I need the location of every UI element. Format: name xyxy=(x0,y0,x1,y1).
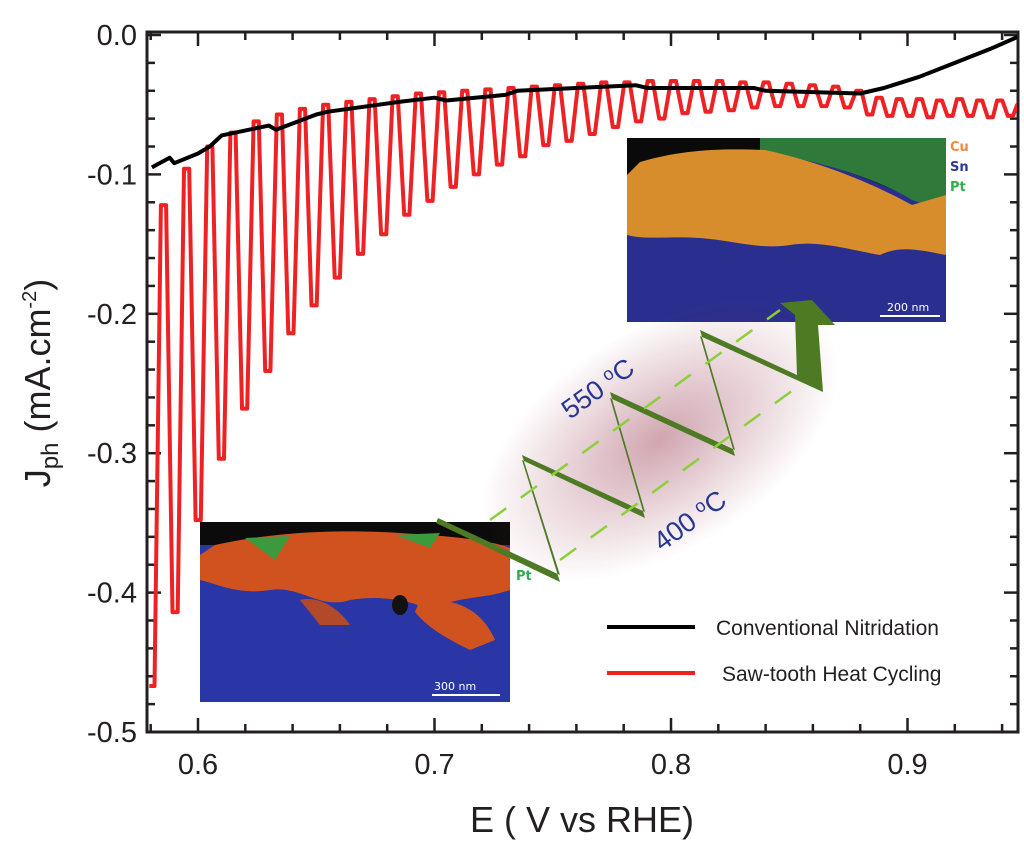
inset-label-sn: Sn xyxy=(950,160,969,175)
y-axis-title: Jph (mA.cm-2) xyxy=(17,279,64,487)
inset-bottom-scale-text: 300 nm xyxy=(434,680,476,693)
x-axis-title: E ( V vs RHE) xyxy=(470,799,694,840)
series-line-conventional-nitridation xyxy=(150,34,1017,170)
legend-label-sawtooth: Saw-tooth Heat Cycling xyxy=(722,663,941,686)
x-tick-label: 0.9 xyxy=(887,749,927,781)
series-line-sawtooth-heat-cycling xyxy=(149,79,1017,688)
inset-top-map: 200 nm xyxy=(627,138,946,322)
series-group xyxy=(149,34,1017,688)
axes: 0.0 -0.1 -0.2 -0.3 -0.4 -0.5 0.6 0.7 0.8 0.9 xyxy=(87,20,1020,781)
y-tick-label: -0.2 xyxy=(87,299,137,331)
sawtooth-arrow xyxy=(436,298,840,582)
y-tick-label: -0.5 xyxy=(87,717,137,749)
x-tick-label: 0.8 xyxy=(651,749,691,781)
y-tick-label: -0.4 xyxy=(87,578,137,610)
x-tick-label: 0.7 xyxy=(414,749,454,781)
legend-label-conventional: Conventional Nitridation xyxy=(716,617,939,640)
inset-top-scale-text: 200 nm xyxy=(887,301,929,314)
plot-frame xyxy=(145,30,1020,734)
legend: Conventional Nitridation Saw-tooth Heat … xyxy=(607,617,941,686)
y-tick-label: -0.3 xyxy=(87,438,137,470)
y-tick-label: 0.0 xyxy=(97,20,137,52)
inset-label-cu: Cu xyxy=(950,140,969,155)
inset-bottom-map: 300 nm xyxy=(200,522,510,702)
inset-label-pt: Pt xyxy=(950,180,966,195)
y-tick-label: -0.1 xyxy=(87,159,137,191)
x-tick-label: 0.6 xyxy=(178,749,218,781)
